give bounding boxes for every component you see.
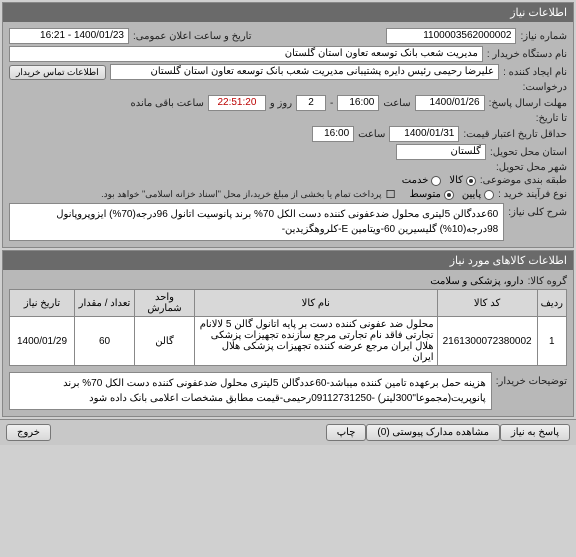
cell-row: 1 xyxy=(537,317,566,366)
attachments-button[interactable]: مشاهده مدارک پیوستی (0) xyxy=(366,424,500,441)
table-row[interactable]: 1 2161300072380002 محلول ضد عفونی کننده … xyxy=(10,317,567,366)
table-header-row: ردیف کد کالا نام کالا واحد شمارش تعداد /… xyxy=(10,290,567,317)
need-info-header: اطلاعات نیاز xyxy=(3,3,573,22)
creator-field: علیرضا رحیمی رئیس دایره پشتیبانی مدیریت … xyxy=(110,64,499,80)
col-code: کد کالا xyxy=(437,290,537,317)
col-date: تاریخ نیاز xyxy=(10,290,75,317)
validity-hour-field: 16:00 xyxy=(312,126,354,142)
contact-buyer-button[interactable]: اطلاعات تماس خریدار xyxy=(9,65,106,80)
col-qty: تعداد / مقدار xyxy=(75,290,135,317)
category-service-label: خدمت xyxy=(402,175,429,186)
announce-label: تاریخ و ساعت اعلان عمومی: xyxy=(133,31,252,42)
reply-button[interactable]: پاسخ به نیاز xyxy=(500,424,570,441)
col-row: ردیف xyxy=(537,290,566,317)
need-number-field: 1100003562000002 xyxy=(386,28,516,44)
need-title-label: شرح کلی نیاز: xyxy=(508,203,567,218)
reply-hour-label: ساعت xyxy=(383,98,410,109)
reply-deadline-label: مهلت ارسال پاسخ: xyxy=(489,98,567,109)
process-note: پرداخت تمام یا بخشی از مبلغ خرید،از محل … xyxy=(101,189,381,200)
request-label: درخواست: xyxy=(523,82,567,93)
creator-label: نام ایجاد کننده : xyxy=(503,67,567,78)
validity-date-field: 1400/01/31 xyxy=(389,126,459,142)
need-products-header: اطلاعات کالاهای مورد نیاز xyxy=(3,251,573,270)
process-low-radio[interactable]: پایین xyxy=(462,189,494,200)
delivery-province-label: استان محل تحویل: xyxy=(490,147,567,158)
radio-dot-icon xyxy=(484,190,494,200)
footer-bar: پاسخ به نیاز مشاهده مدارک پیوستی (0) چاپ… xyxy=(0,419,576,445)
print-button[interactable]: چاپ xyxy=(326,424,367,441)
category-goods-radio[interactable]: کالا xyxy=(449,175,476,186)
cell-code: 2161300072380002 xyxy=(437,317,537,366)
process-low-label: پایین xyxy=(462,189,481,200)
announce-field: 1400/01/23 - 16:21 xyxy=(9,28,129,44)
days-label: روز و xyxy=(270,98,292,109)
process-radio-group: پایین متوسط xyxy=(409,189,494,200)
radio-dot-icon xyxy=(466,176,476,186)
category-goods-label: کالا xyxy=(449,175,463,186)
cell-date: 1400/01/29 xyxy=(10,317,75,366)
to-date-label: تا تاریخ: xyxy=(536,113,567,124)
need-info-panel: اطلاعات نیاز شماره نیاز: 110000356200000… xyxy=(2,2,574,248)
reply-hour-field: 16:00 xyxy=(337,95,379,111)
exit-button[interactable]: خروج xyxy=(6,424,51,441)
col-unit: واحد شمارش xyxy=(135,290,195,317)
need-products-body: گروه کالا: دارو، پزشکی و سلامت ردیف کد ک… xyxy=(3,270,573,416)
validity-label: حداقل تاریخ اعتبار قیمت: xyxy=(463,129,567,140)
cell-name: محلول ضد عفونی کننده دست بر پایه اتانول … xyxy=(195,317,438,366)
radio-dot-icon xyxy=(431,176,441,186)
need-products-panel: اطلاعات کالاهای مورد نیاز گروه کالا: دار… xyxy=(2,250,574,417)
cell-qty: 60 xyxy=(75,317,135,366)
product-group-value: دارو، پزشکی و سلامت xyxy=(430,276,523,287)
validity-hour-label: ساعت xyxy=(358,129,385,140)
process-mid-radio[interactable]: متوسط xyxy=(409,189,453,200)
need-number-label: شماره نیاز: xyxy=(520,31,567,42)
time-left-label: ساعت باقی مانده xyxy=(131,98,204,109)
products-table: ردیف کد کالا نام کالا واحد شمارش تعداد /… xyxy=(9,289,567,366)
category-radio-group: کالا خدمت xyxy=(402,175,476,186)
buyer-org-label: نام دستگاه خریدار : xyxy=(487,49,567,60)
reply-dash: - xyxy=(330,98,333,109)
time-left-field: 22:51:20 xyxy=(208,95,266,111)
days-field: 2 xyxy=(296,95,326,111)
need-title-text: 60عددگالن 5لیتری محلول ضدعفونی کننده دست… xyxy=(9,203,504,241)
col-name: نام کالا xyxy=(195,290,438,317)
buyer-notes-label: توضیحات خریدار: xyxy=(496,372,567,387)
need-info-body: شماره نیاز: 1100003562000002 تاریخ و ساع… xyxy=(3,22,573,247)
category-service-radio[interactable]: خدمت xyxy=(402,175,442,186)
delivery-province-field: گلستان xyxy=(396,144,486,160)
reply-date-field: 1400/01/26 xyxy=(415,95,485,111)
product-group-label: گروه کالا: xyxy=(528,276,567,287)
buyer-org-field: مدیریت شعب بانک توسعه تعاون استان گلستان xyxy=(9,46,483,62)
cell-unit: گالن xyxy=(135,317,195,366)
delivery-city-label: شهر محل تحویل: xyxy=(496,162,567,173)
process-label: نوع فرآیند خرید : xyxy=(498,189,567,200)
process-mid-label: متوسط xyxy=(409,189,440,200)
category-label: طبقه بندی موضوعی: xyxy=(480,175,567,186)
process-check-icon: ☐ xyxy=(386,188,396,201)
radio-dot-icon xyxy=(444,190,454,200)
buyer-notes-text: هزینه حمل برعهده تامین کننده میباشد-60عد… xyxy=(9,372,492,410)
